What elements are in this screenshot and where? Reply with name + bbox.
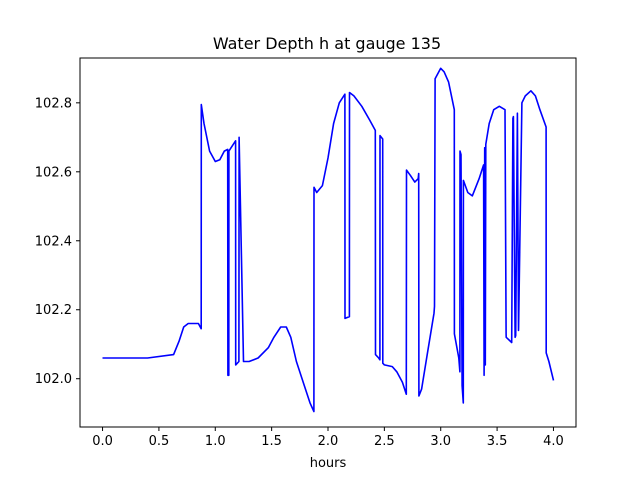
series-line <box>102 67 555 413</box>
x-tick-label: 0.0 <box>92 434 113 449</box>
x-tick-label: 4.0 <box>543 434 564 449</box>
x-tick-label: 3.0 <box>430 434 451 449</box>
x-tick-label: 2.0 <box>318 434 339 449</box>
plot-area <box>79 57 577 428</box>
x-axis: 0.0 0.5 1.0 1.5 2.0 2.5 3.0 3.5 4.0 <box>92 427 564 449</box>
x-axis-label: hours <box>310 456 347 471</box>
x-tick-label: 1.0 <box>205 434 226 449</box>
y-tick-label: 102.8 <box>35 96 72 111</box>
series-layer <box>102 67 555 413</box>
y-axis: 102.0 102.2 102.4 102.6 102.8 <box>35 96 80 387</box>
x-tick-label: 1.5 <box>261 434 282 449</box>
x-tick-label: 0.5 <box>149 434 170 449</box>
x-tick-label: 3.5 <box>487 434 508 449</box>
y-tick-label: 102.4 <box>35 234 72 249</box>
y-tick-label: 102.0 <box>35 372 72 387</box>
chart-title: Water Depth h at gauge 135 <box>213 34 441 53</box>
x-tick-label: 2.5 <box>374 434 395 449</box>
y-tick-label: 102.6 <box>35 165 72 180</box>
axes-frame <box>79 57 577 428</box>
y-tick-label: 102.2 <box>35 303 72 318</box>
